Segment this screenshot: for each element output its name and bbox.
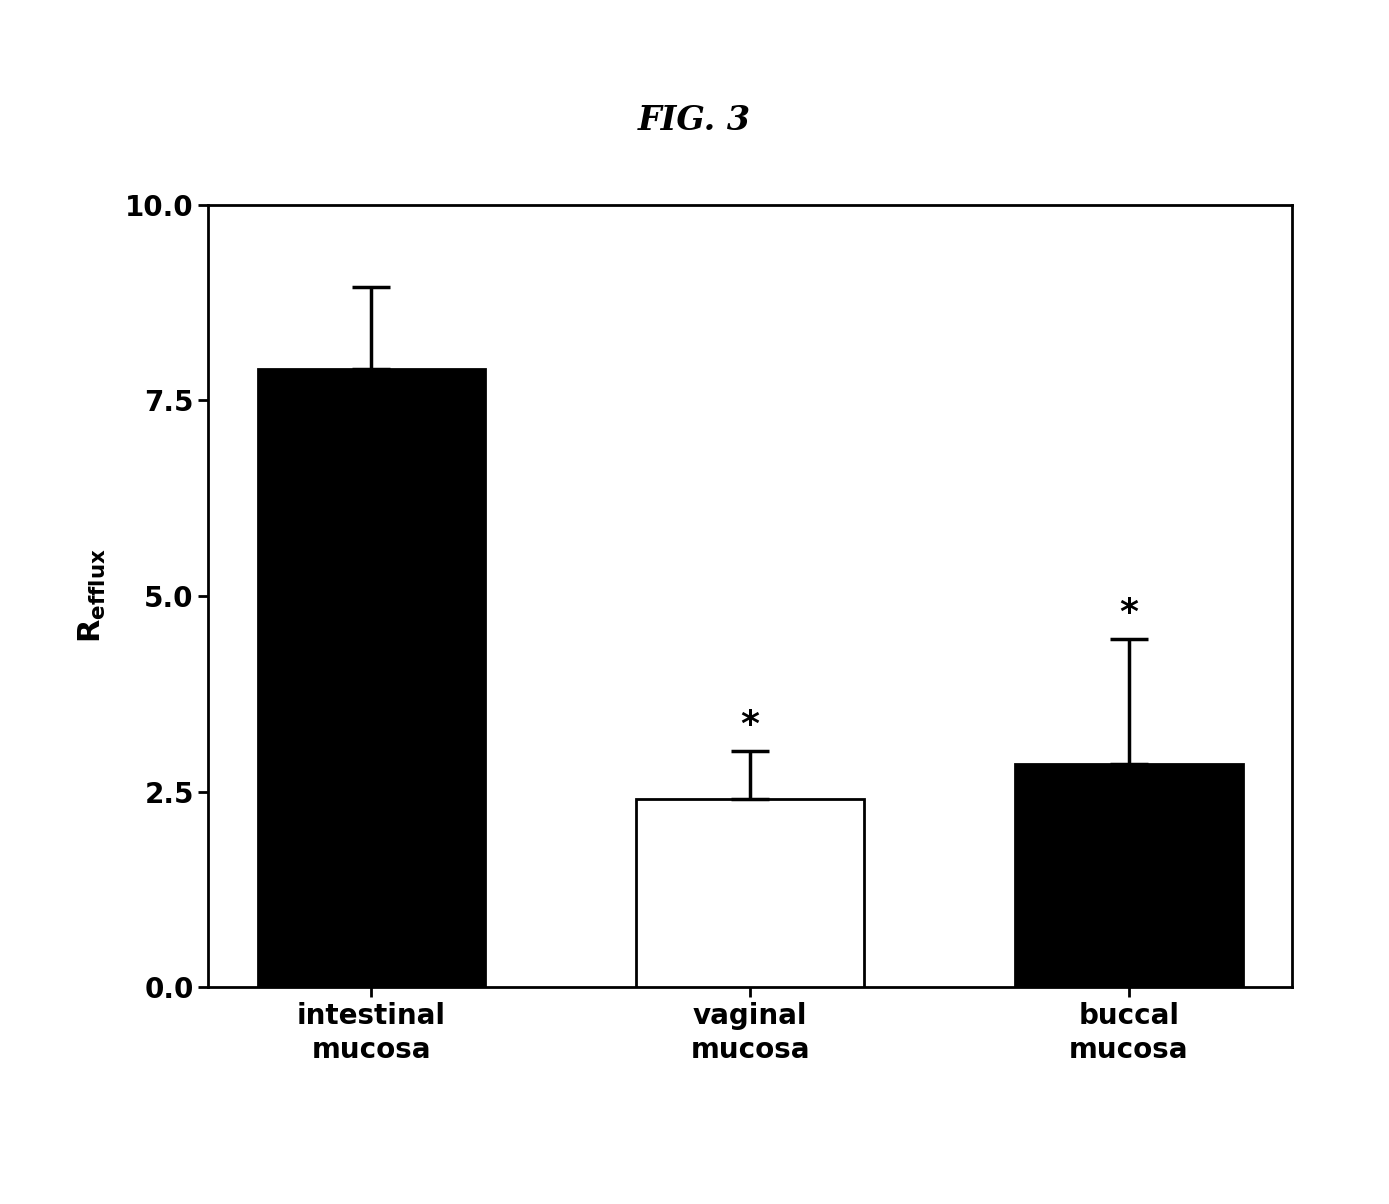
Text: *: *	[740, 708, 760, 742]
Text: *: *	[1120, 596, 1139, 630]
Bar	[257, 368, 485, 987]
Y-axis label: $\mathbf{R_{efflux}}$: $\mathbf{R_{efflux}}$	[78, 549, 108, 643]
Bar	[1015, 765, 1243, 987]
Text: FIG. 3: FIG. 3	[638, 104, 751, 137]
Bar	[636, 799, 864, 987]
